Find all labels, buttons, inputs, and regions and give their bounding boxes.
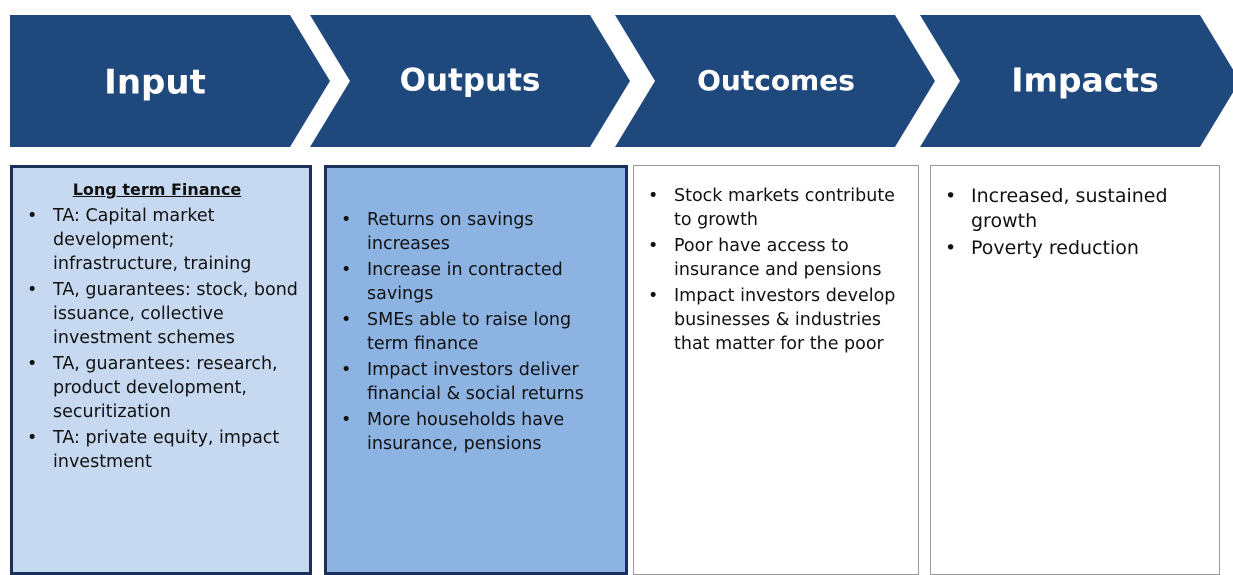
- item-list: Stock markets contribute to growthPoor h…: [634, 184, 908, 356]
- chevron: [10, 15, 330, 147]
- bullet-item: Increase in contracted savings: [341, 258, 615, 306]
- bullet-item: Stock markets contribute to growth: [648, 184, 908, 232]
- bullet-item: Returns on savings increases: [341, 208, 615, 256]
- chevron: [310, 15, 630, 147]
- bullet-item: TA: private equity, impact investment: [27, 426, 301, 474]
- item-list: Returns on savings increasesIncrease in …: [327, 208, 615, 456]
- bullet-item: TA, guarantees: research, product develo…: [27, 352, 301, 424]
- impacts-box: Increased, sustained growthPoverty reduc…: [930, 165, 1220, 575]
- header: Outcomes: [697, 64, 855, 97]
- page: Input Outputs Outcomes Impacts Long term…: [0, 0, 1233, 561]
- header: Impacts: [1011, 61, 1159, 100]
- bullet-item: Poor have access to insurance and pensio…: [648, 234, 908, 282]
- bullet-item: SMEs able to raise long term finance: [341, 308, 615, 356]
- item-list: TA: Capital market development; infrastr…: [13, 204, 301, 474]
- bullet-item: Poverty reduction: [945, 236, 1209, 261]
- bullet-item: More households have insurance, pensions: [341, 408, 615, 456]
- bullet-item: Impact investors deliver financial & soc…: [341, 358, 615, 406]
- bullet-item: TA, guarantees: stock, bond issuance, co…: [27, 278, 301, 350]
- header: Input: [104, 63, 206, 103]
- item-list: Increased, sustained growthPoverty reduc…: [931, 184, 1209, 261]
- bullet-item: Increased, sustained growth: [945, 184, 1209, 234]
- outputs-box: Returns on savings increasesIncrease in …: [324, 165, 628, 575]
- chevron: [615, 15, 935, 147]
- chevrons: Input Outputs Outcomes Impacts: [10, 15, 1233, 147]
- chevron: [920, 15, 1233, 147]
- outcomes-box: Stock markets contribute to growthPoor h…: [633, 165, 919, 575]
- bullet-item: TA: Capital market development; infrastr…: [27, 204, 301, 276]
- bullet-item: Impact investors develop businesses & in…: [648, 284, 908, 356]
- input-box: Long term Finance TA: Capital market dev…: [10, 165, 312, 575]
- header: Outputs: [400, 63, 541, 99]
- box-title: Long term Finance: [72, 180, 242, 199]
